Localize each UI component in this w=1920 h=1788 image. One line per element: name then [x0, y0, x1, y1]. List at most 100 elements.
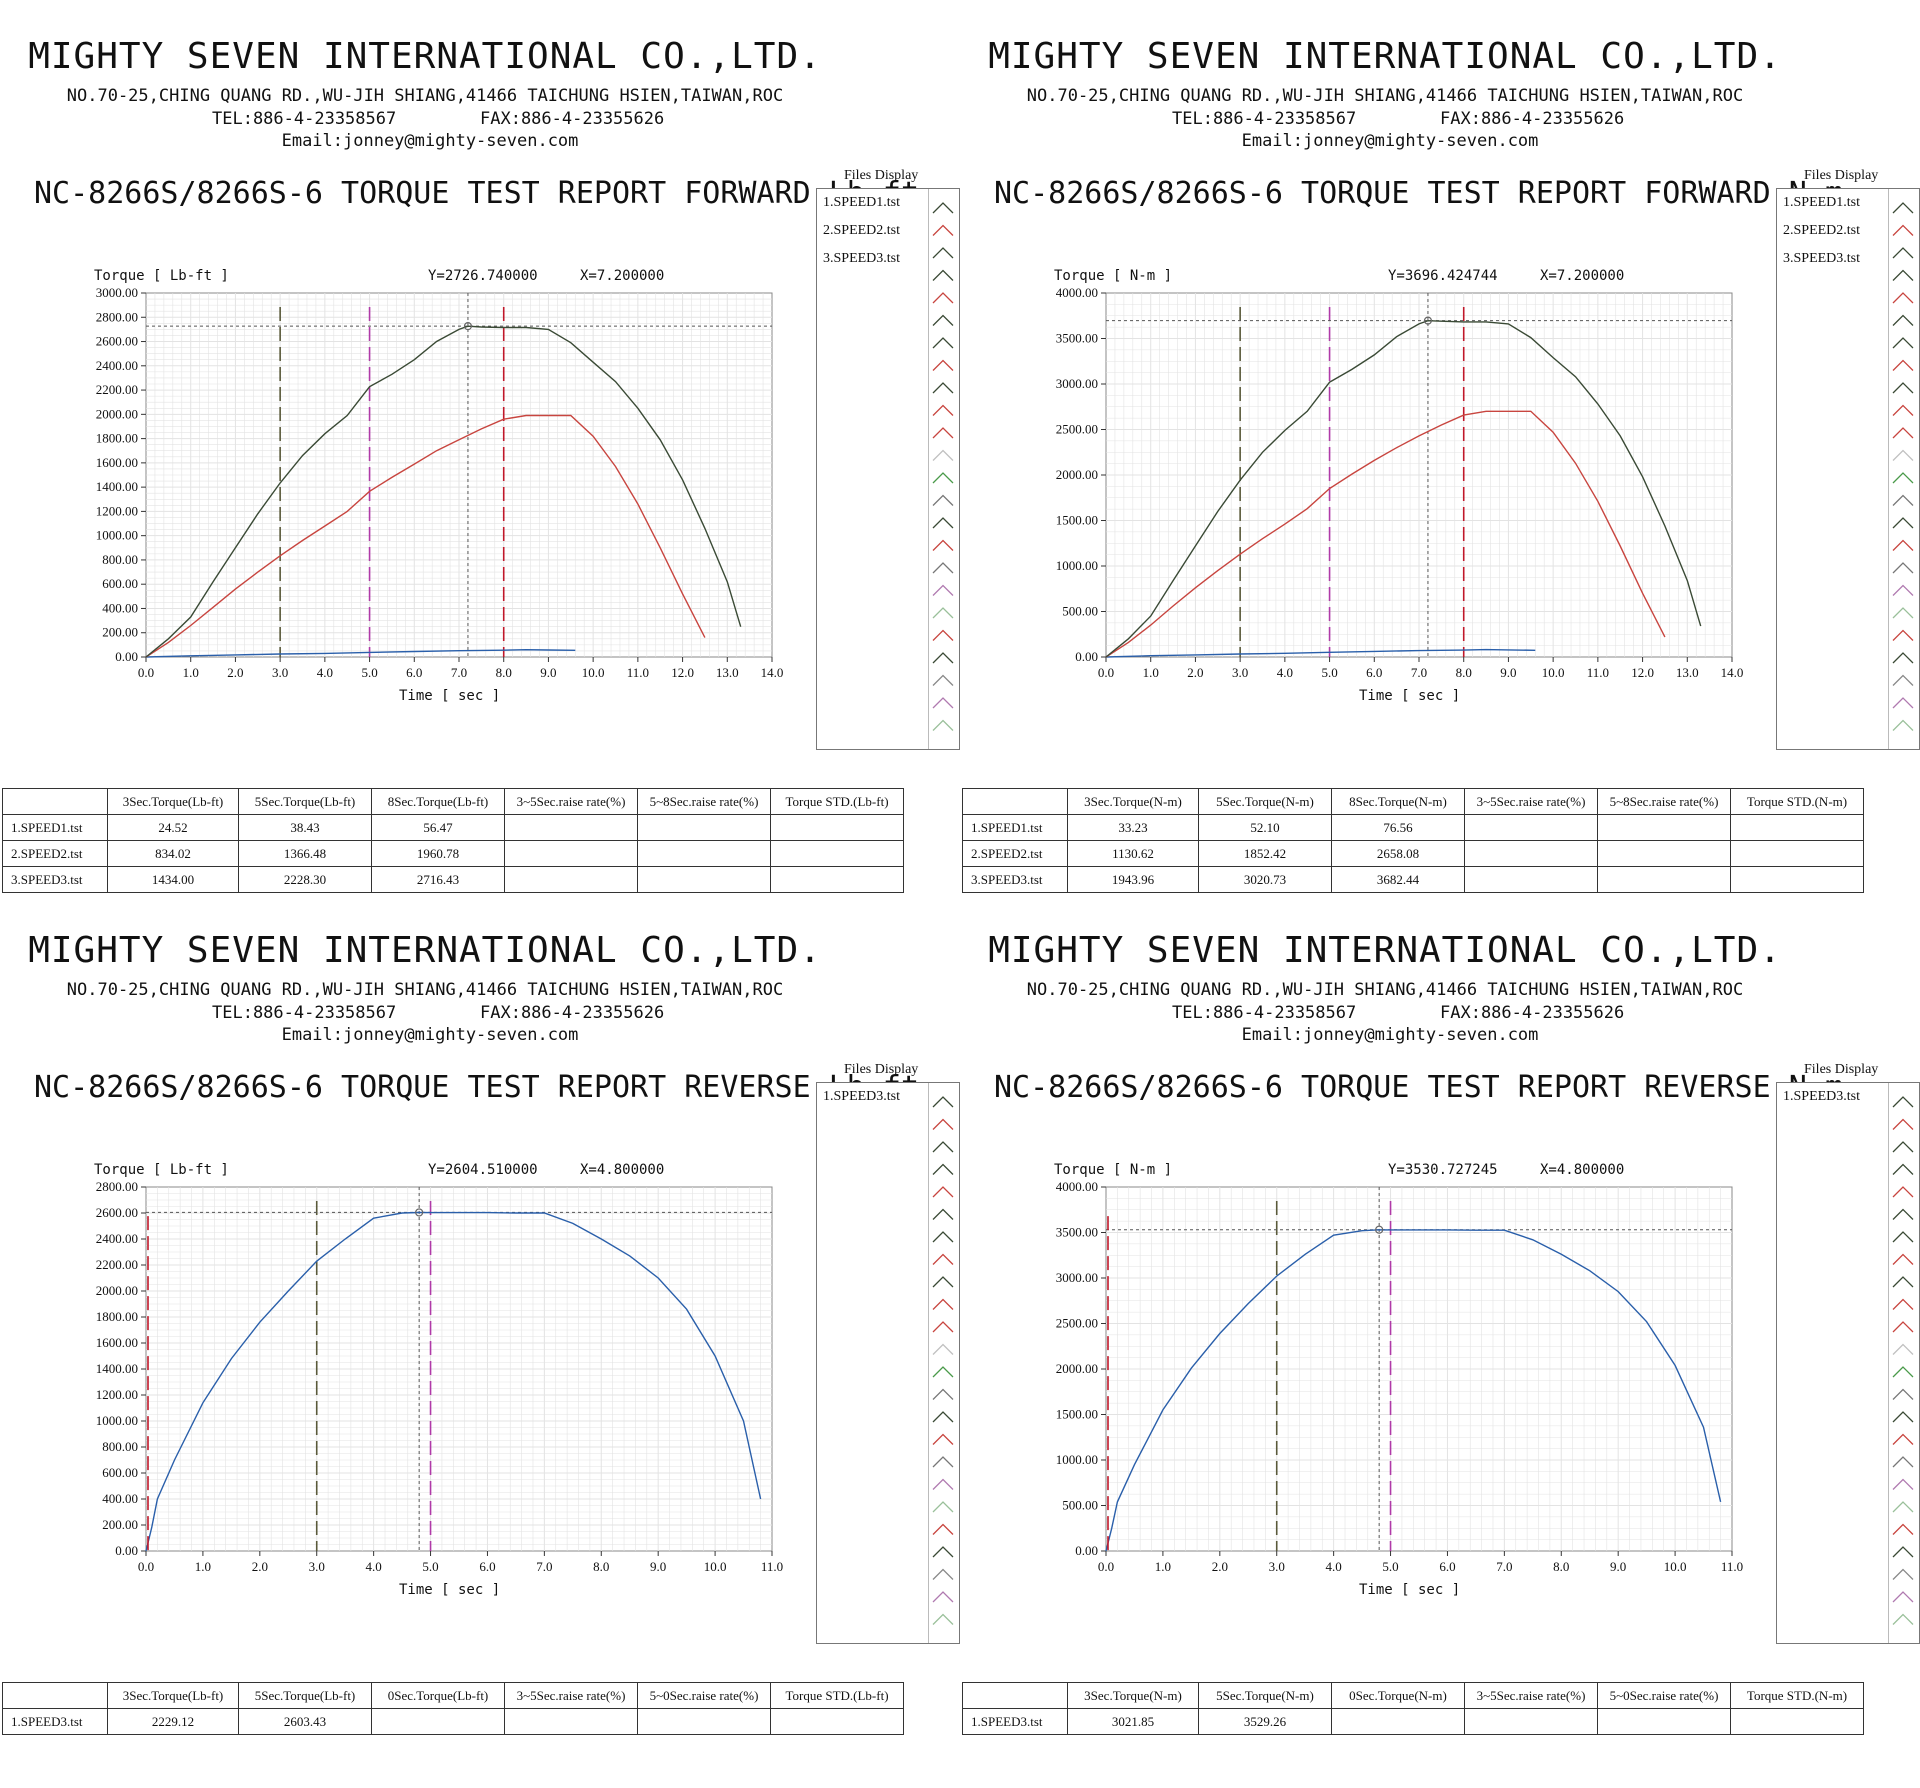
file-item[interactable]: 1.SPEED3.tst: [1783, 1089, 1861, 1104]
x-tick-label: 14.0: [1721, 665, 1744, 680]
table-cell: 2658.08: [1331, 840, 1465, 867]
table-header-row: 3Sec.Torque(N-m) 5Sec.Torque(N-m) 0Sec.Tor…: [962, 1682, 1864, 1709]
file-wave-icon: [1892, 1231, 1914, 1243]
x-tick-label: 5.0: [1321, 665, 1337, 680]
company-fax: FAX:886-4-23355626: [1440, 1003, 1625, 1023]
table-cell: [1331, 1708, 1465, 1735]
company-name: MIGHTY SEVEN INTERNATIONAL CO.,LTD.: [28, 930, 822, 971]
file-item[interactable]: 3.SPEED3.tst: [823, 251, 901, 266]
file-wave-icon: [1892, 269, 1914, 281]
y-tick-label: 3000.00: [1056, 1270, 1098, 1285]
file-wave-icon: [932, 1501, 954, 1513]
file-wave-icon: [1892, 674, 1914, 686]
table-cell: [1464, 1708, 1598, 1735]
file-wave-icon: [1892, 719, 1914, 731]
y-tick-label: 1000.00: [1056, 1452, 1098, 1467]
report-panel: MIGHTY SEVEN INTERNATIONAL CO.,LTD. NO.70…: [960, 0, 1920, 894]
x-tick-label: 5.0: [422, 1559, 438, 1574]
file-wave-icon: [932, 562, 954, 574]
x-axis-label: Time [ sec ]: [399, 1582, 500, 1598]
report-title: NC-8266S/8266S-6 TORQUE TEST REPORT REVE…: [994, 1070, 1843, 1105]
x-tick-label: 3.0: [309, 1559, 325, 1574]
files-display-list[interactable]: 1.SPEED3.tst: [816, 1082, 960, 1644]
y-tick-label: 4000.00: [1056, 285, 1098, 300]
file-wave-icon: [932, 1411, 954, 1423]
table-header-row: 3Sec.Torque(Lb-ft) 5Sec.Torque(Lb-ft) 8Sec…: [2, 788, 904, 815]
table-cell: 33.23: [1067, 814, 1199, 841]
column-header: Torque STD.(N-m): [1730, 788, 1864, 815]
file-wave-icon: [1892, 1478, 1914, 1490]
file-item[interactable]: 2.SPEED2.tst: [823, 223, 901, 238]
table-cell: [1730, 1708, 1864, 1735]
y-tick-label: 1000.00: [96, 528, 138, 543]
table-cell: 52.10: [1198, 814, 1332, 841]
table-cell: 2603.43: [238, 1708, 372, 1735]
file-wave-icon: [932, 1366, 954, 1378]
table-cell: 1130.62: [1067, 840, 1199, 867]
file-item[interactable]: 2.SPEED2.tst: [1783, 223, 1861, 238]
file-wave-icon: [932, 1231, 954, 1243]
report-title: NC-8266S/8266S-6 TORQUE TEST REPORT FORW…: [34, 176, 920, 211]
file-wave-icon: [1892, 1501, 1914, 1513]
file-item[interactable]: 1.SPEED3.tst: [823, 1089, 901, 1104]
table-row: 1.SPEED3.tst 2229.12 2603.43: [2, 1708, 904, 1735]
table-cell: [637, 840, 771, 867]
y-tick-label: 800.00: [102, 552, 138, 567]
y-axis-label: Torque [ N-m ]: [1054, 1162, 1172, 1178]
y-tick-label: 0.00: [1075, 649, 1098, 664]
column-header: 3~5Sec.raise rate(%): [504, 1682, 638, 1709]
y-tick-label: 1600.00: [96, 455, 138, 470]
files-display-list[interactable]: 1.SPEED1.tst 2.SPEED2.tst 3.SPEED3.tst: [1776, 188, 1920, 750]
file-wave-icon: [1892, 1568, 1914, 1580]
files-display-list[interactable]: 1.SPEED1.tst 2.SPEED2.tst 3.SPEED3.tst: [816, 188, 960, 750]
column-header: 5Sec.Torque(Lb-ft): [238, 788, 372, 815]
x-tick-label: 9.0: [650, 1559, 666, 1574]
file-wave-icon: [932, 1343, 954, 1355]
series-line: [145, 648, 576, 658]
file-wave-icon: [1892, 1343, 1914, 1355]
y-tick-label: 3000.00: [1056, 376, 1098, 391]
x-tick-label: 0.0: [1098, 665, 1114, 680]
files-display-list[interactable]: 1.SPEED3.tst: [1776, 1082, 1920, 1644]
file-item[interactable]: 1.SPEED1.tst: [823, 195, 901, 210]
column-header: 3Sec.Torque(Lb-ft): [107, 1682, 239, 1709]
series-line: [145, 414, 706, 658]
x-tick-label: 10.0: [704, 1559, 727, 1574]
torque-chart: 0.00 500.00 1000.00 1500.00 2000.00 2500.00 30…: [1054, 1162, 1743, 1598]
column-header: 3Sec.Torque(N-m): [1067, 1682, 1199, 1709]
file-wave-icon: [932, 1591, 954, 1603]
row-file-name: 3.SPEED3.tst: [962, 866, 1068, 893]
table-row: 3.SPEED3.tst 1943.96 3020.73 3682.44: [962, 866, 1864, 893]
x-tick-label: 8.0: [496, 665, 512, 680]
table-cell: 3021.85: [1067, 1708, 1199, 1735]
file-wave-icon: [932, 1186, 954, 1198]
file-wave-icon: [932, 1388, 954, 1400]
file-wave-icon: [1892, 314, 1914, 326]
x-tick-label: 13.0: [716, 665, 739, 680]
file-wave-icon: [1892, 292, 1914, 304]
y-tick-label: 600.00: [102, 576, 138, 591]
file-wave-icon: [932, 269, 954, 281]
x-tick-label: 10.0: [582, 665, 605, 680]
table-cell: [1597, 840, 1731, 867]
y-tick-label: 1800.00: [96, 431, 138, 446]
file-wave-icon: [1892, 562, 1914, 574]
file-wave-icon: [1892, 1546, 1914, 1558]
series-line: [145, 1211, 762, 1552]
table-cell: 38.43: [238, 814, 372, 841]
file-wave-icon: [1892, 359, 1914, 371]
cursor-x-readout: X=7.200000: [580, 268, 664, 284]
file-item[interactable]: 1.SPEED1.tst: [1783, 195, 1861, 210]
file-wave-icon: [1892, 427, 1914, 439]
company-tel: TEL:886-4-23358567: [1172, 109, 1357, 129]
cursor-point: [463, 322, 473, 331]
file-item[interactable]: 3.SPEED3.tst: [1783, 251, 1861, 266]
table-row: 2.SPEED2.tst 834.02 1366.48 1960.78: [2, 840, 904, 867]
x-tick-label: 12.0: [1631, 665, 1654, 680]
file-wave-icon: [932, 607, 954, 619]
company-address: NO.70-25,CHING QUANG RD.,WU-JIH SHIANG,4…: [1026, 86, 1744, 106]
file-wave-icon: [932, 517, 954, 529]
x-tick-label: 6.0: [1366, 665, 1382, 680]
cursor-y-readout: Y=2726.740000: [428, 268, 538, 284]
file-wave-icon: [932, 1523, 954, 1535]
